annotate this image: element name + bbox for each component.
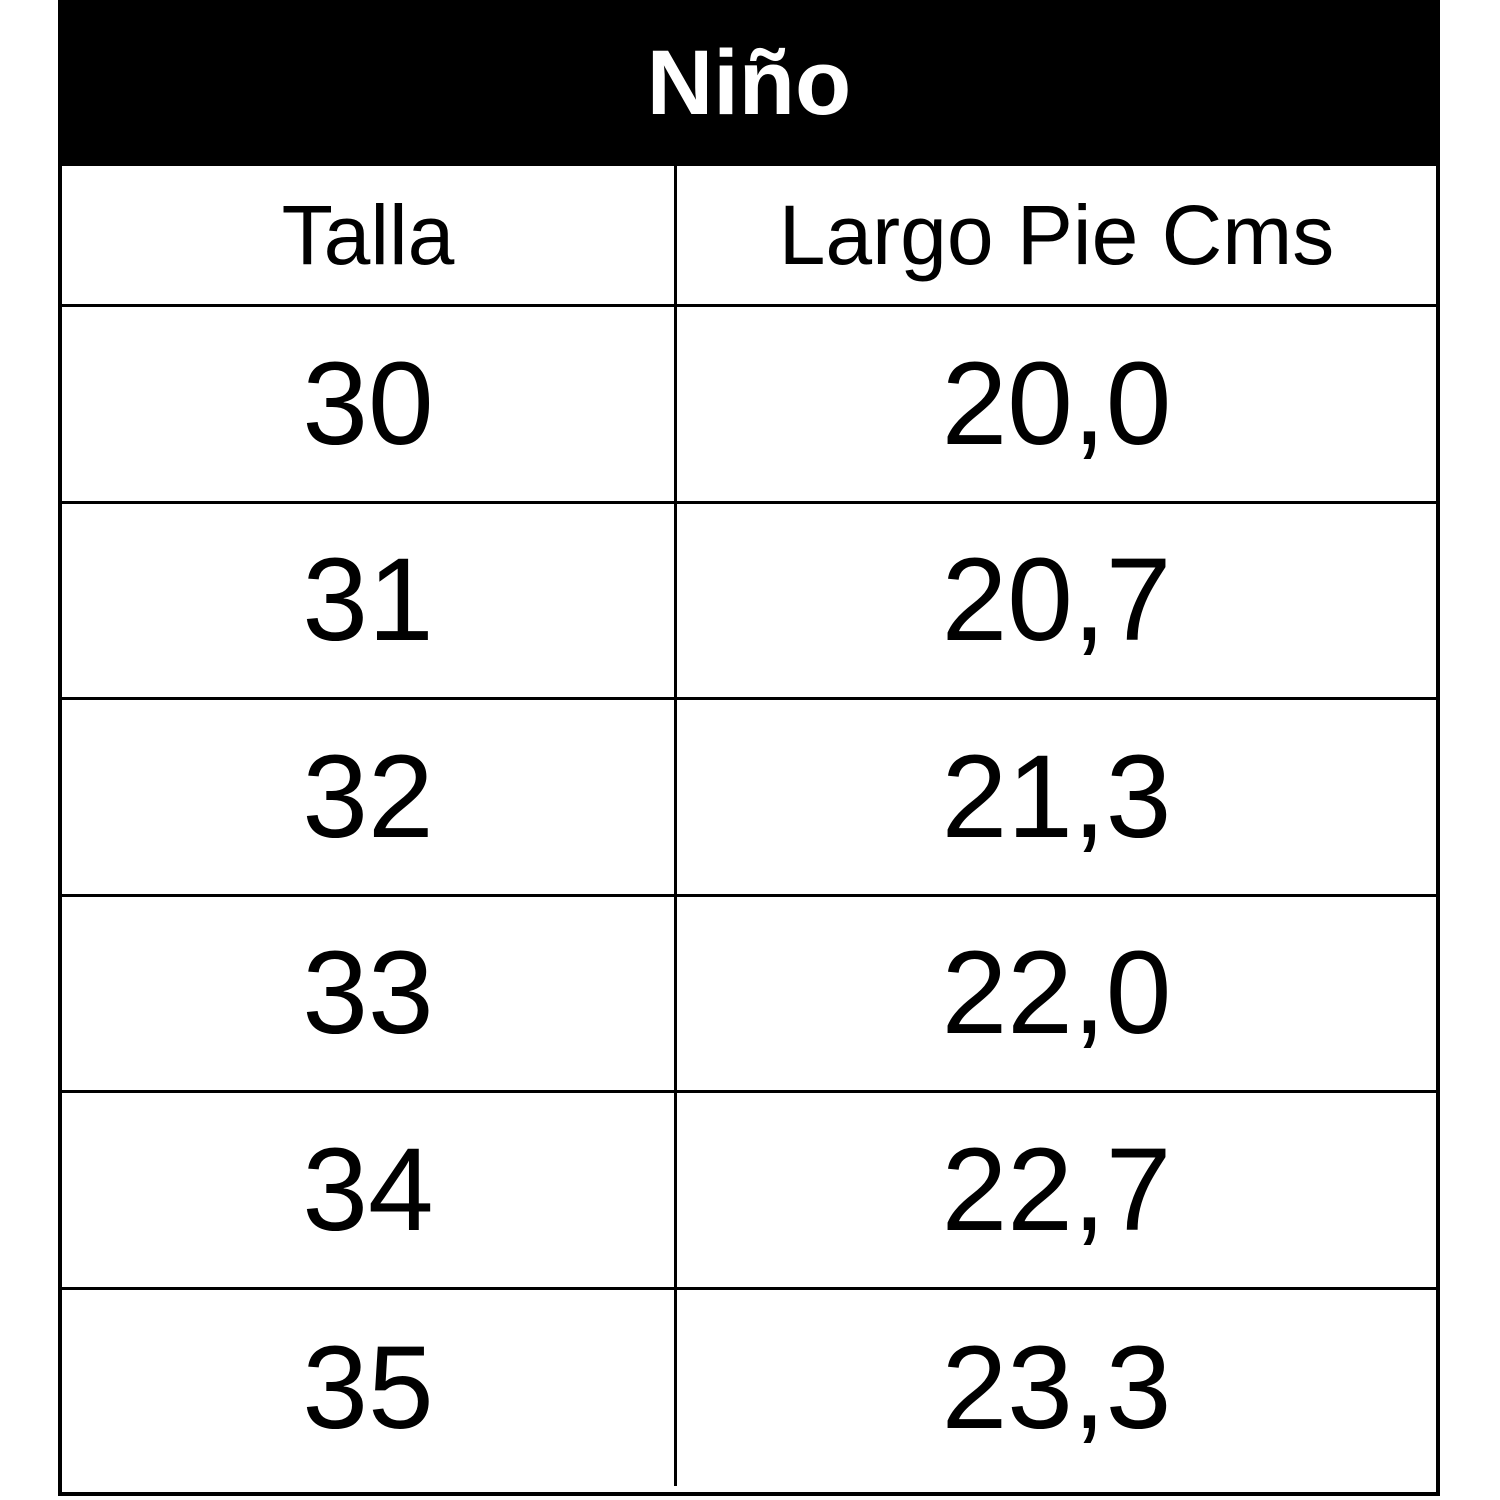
table-cell: 34 (62, 1093, 677, 1290)
table-cell: 31 (62, 503, 677, 700)
table-title: Niño (62, 0, 1436, 166)
table-cell: 35 (62, 1289, 677, 1486)
table-cell: 20,0 (677, 307, 1436, 504)
table-cell: 20,7 (677, 504, 1436, 700)
size-table: Niño Talla Largo Pie Cms 30 20,0 31 20,7 32 21,… (58, 0, 1440, 1496)
table-cell: 32 (62, 700, 677, 897)
table-cell: 21,3 (677, 700, 1436, 897)
table-cell: 22,0 (677, 897, 1436, 1093)
table-cell: 30 (62, 307, 677, 504)
table-cell: 33 (62, 896, 677, 1093)
header-cell: Largo Pie Cms (677, 166, 1436, 307)
table-cell: 23,3 (941, 1321, 1172, 1454)
table-cell: 22,7 (677, 1093, 1436, 1290)
header-cell: Talla (62, 166, 677, 307)
